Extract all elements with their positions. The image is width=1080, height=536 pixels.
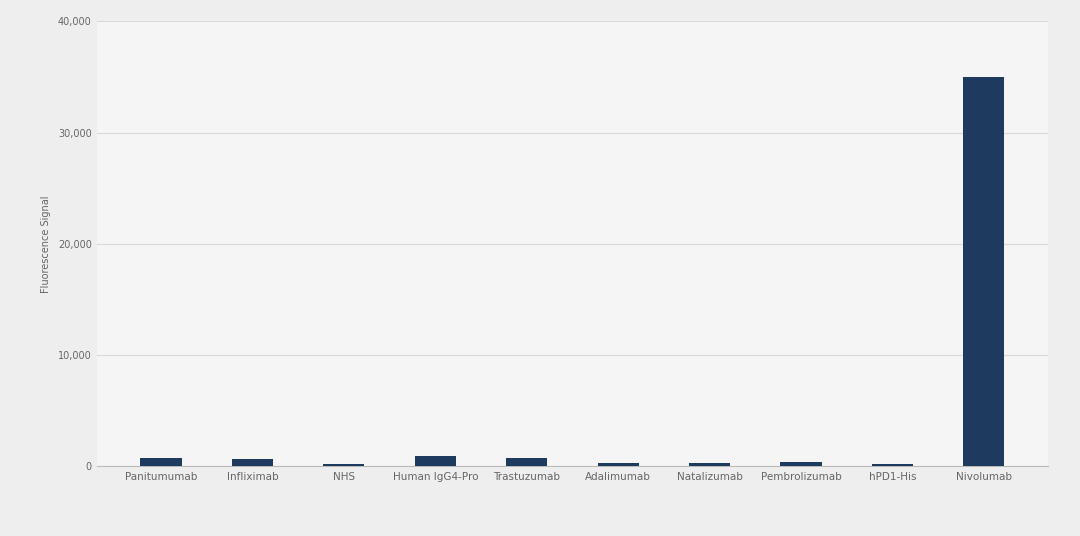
Bar <box>415 456 456 466</box>
Bar <box>323 464 364 466</box>
Y-axis label: Fluorescence Signal: Fluorescence Signal <box>41 195 51 293</box>
Bar <box>507 458 548 466</box>
Bar <box>232 459 273 466</box>
Bar <box>781 463 822 466</box>
Bar <box>140 458 181 466</box>
Bar <box>597 463 638 466</box>
Bar <box>963 77 1004 466</box>
Bar <box>689 463 730 466</box>
Bar <box>872 464 913 466</box>
